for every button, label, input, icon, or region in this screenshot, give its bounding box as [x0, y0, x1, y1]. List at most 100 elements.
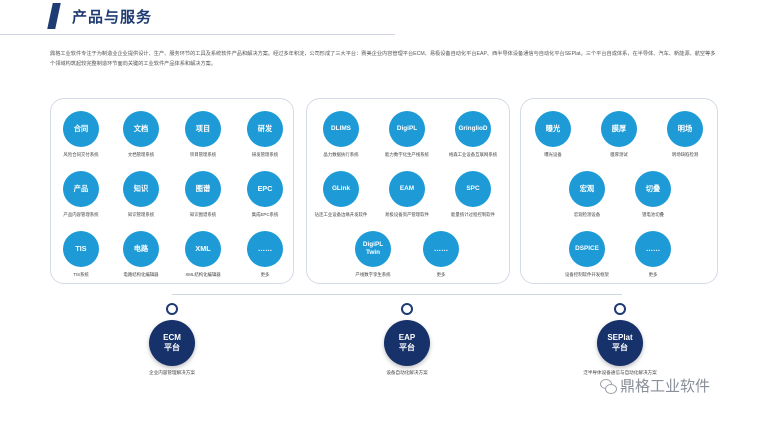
- product-caption: 易极设备资产管理软件: [385, 212, 429, 217]
- product-item[interactable]: 宏观 宏观检测设备: [557, 171, 617, 218]
- seplat-platform-badge[interactable]: SEPlat 平台: [597, 320, 643, 366]
- product-circle[interactable]: 图谱: [185, 171, 221, 207]
- product-item[interactable]: …… 更多: [235, 231, 295, 278]
- product-circle[interactable]: ……: [423, 231, 459, 267]
- product-caption: 更多: [260, 272, 270, 277]
- product-circle[interactable]: EAM: [389, 171, 425, 207]
- product-caption: 文档管理系统: [127, 152, 155, 157]
- product-caption: 钻连工业设备边缘开发软件: [314, 212, 368, 217]
- product-circle[interactable]: 合同: [63, 111, 99, 147]
- product-caption: 能力数字化生产线系统: [385, 152, 429, 157]
- product-circle[interactable]: 曝光: [535, 111, 571, 147]
- product-item[interactable]: 合同风险合同交付系统: [51, 111, 111, 158]
- product-circle[interactable]: 膜厚: [601, 111, 637, 147]
- product-caption: 项目管理系统: [189, 152, 217, 157]
- ecm-platform-desc: 企业内容管理解决方案: [149, 370, 195, 375]
- product-circle[interactable]: 研发: [247, 111, 283, 147]
- product-circle[interactable]: ……: [247, 231, 283, 267]
- ecm-products-panel: 合同风险合同交付系统 文档文档管理系统 项目项目管理系统 研发研发管理系统 产品…: [50, 98, 294, 284]
- seplat-products-panel: 曝光 曝光设备 膜厚 膜厚测试 明场 明场缺陷检测 宏观 宏观检测设备 切叠 锂电池切叠 …: [520, 98, 718, 284]
- product-caption: 知识管理系统: [127, 212, 155, 217]
- product-caption: 格森工业设备互联网系统: [448, 152, 498, 157]
- product-item[interactable]: XML XML结构化编辑器: [173, 231, 233, 278]
- ecm-ring-icon: [166, 303, 178, 315]
- product-item[interactable]: DigiPL Twin 产线数字孪生系统: [343, 231, 403, 278]
- eap-ring-icon: [401, 303, 413, 315]
- seplat-platform-desc: 泛半导体设备通信与自动化解决方案: [583, 370, 657, 375]
- product-circle[interactable]: GringlioD: [455, 111, 491, 147]
- watermark: 鼎格工业软件: [600, 375, 710, 396]
- product-caption: 能量统计过程控制软件: [451, 212, 495, 217]
- product-item[interactable]: …… 更多: [623, 231, 683, 278]
- watermark-text: 鼎格工业软件: [620, 378, 711, 395]
- product-item[interactable]: TIS TIS系统: [51, 231, 111, 278]
- product-circle[interactable]: 宏观: [569, 171, 605, 207]
- product-item[interactable]: 明场 明场缺陷检测: [655, 111, 715, 158]
- product-circle[interactable]: DSPICE: [569, 231, 605, 267]
- product-item[interactable]: 膜厚 膜厚测试: [589, 111, 649, 158]
- product-caption: 锂电池切叠: [642, 212, 664, 217]
- product-circle[interactable]: 文档: [123, 111, 159, 147]
- product-circle[interactable]: 明场: [667, 111, 703, 147]
- product-item[interactable]: 知识 知识管理系统: [111, 171, 171, 218]
- product-caption: TIS系统: [73, 272, 89, 277]
- product-item[interactable]: GLink 钻连工业设备边缘开发软件: [311, 171, 371, 218]
- product-item[interactable]: 文档 文档管理系统: [111, 111, 171, 158]
- product-item[interactable]: EAM 易极设备资产管理软件: [377, 171, 437, 218]
- product-item[interactable]: EPC 集成EPC系统: [235, 171, 295, 218]
- ecm-platform-badge[interactable]: ECM 平台: [149, 320, 195, 366]
- product-item[interactable]: 研发 研发管理系统: [235, 111, 295, 158]
- product-circle[interactable]: TIS: [63, 231, 99, 267]
- product-caption: 宏观检测设备: [573, 212, 601, 217]
- header-divider: [0, 34, 395, 35]
- page-title: 产品与服务: [72, 9, 153, 26]
- product-circle[interactable]: SPC: [455, 171, 491, 207]
- product-item[interactable]: 曝光 曝光设备: [523, 111, 583, 158]
- product-item[interactable]: SPC 能量统计过程控制软件: [443, 171, 503, 218]
- product-circle[interactable]: ……: [635, 231, 671, 267]
- product-item[interactable]: 切叠 锂电池切叠: [623, 171, 683, 218]
- eap-platform-badge[interactable]: EAP 平台: [384, 320, 430, 366]
- product-caption: 更多: [648, 272, 658, 277]
- product-item[interactable]: DigiPL 能力数字化生产线系统: [377, 111, 437, 158]
- eap-platform-desc: 设备自动化解决方案: [386, 370, 428, 375]
- product-item[interactable]: GringlioD 格森工业设备互联网系统: [443, 111, 503, 158]
- product-circle[interactable]: GLink: [323, 171, 359, 207]
- product-circle[interactable]: XML: [185, 231, 221, 267]
- product-caption: 曝光设备: [544, 152, 562, 157]
- product-circle[interactable]: 知识: [123, 171, 159, 207]
- seplat-ring-icon: [614, 303, 626, 315]
- product-caption: 研发管理系统: [251, 152, 279, 157]
- product-item[interactable]: 图谱 知识图谱系统: [173, 171, 233, 218]
- product-caption: 集成EPC系统: [251, 212, 279, 217]
- product-item[interactable]: …… 更多: [411, 231, 471, 278]
- eap-products-panel: DLIMS 晶力数据执行系统 DigiPL 能力数字化生产线系统 GringlioD…: [306, 98, 510, 284]
- product-circle[interactable]: DigiPL Twin: [355, 231, 391, 267]
- product-circle[interactable]: DigiPL: [389, 111, 425, 147]
- product-circle[interactable]: 切叠: [635, 171, 671, 207]
- product-circle[interactable]: 电路: [123, 231, 159, 267]
- product-caption: 产线数字孪生系统: [355, 272, 391, 277]
- product-caption: 产品内容管理系统: [63, 212, 99, 217]
- product-item[interactable]: DLIMS 晶力数据执行系统: [311, 111, 371, 158]
- platform-connector-line: [172, 294, 622, 295]
- product-caption: 晶力数据执行系统: [323, 152, 359, 157]
- product-circle[interactable]: EPC: [247, 171, 283, 207]
- product-circle[interactable]: DLIMS: [323, 111, 359, 147]
- product-caption: 膜厚测试: [610, 152, 628, 157]
- product-item[interactable]: 项目 项目管理系统: [173, 111, 233, 158]
- product-caption: 电路结构化编辑器: [123, 272, 159, 277]
- product-circle[interactable]: 项目: [185, 111, 221, 147]
- product-item[interactable]: 产品产品内容管理系统: [51, 171, 111, 218]
- product-caption: 设备控制软件开发框架: [565, 272, 609, 277]
- product-caption: 风险合同交付系统: [63, 152, 99, 157]
- product-caption: 知识图谱系统: [189, 212, 217, 217]
- product-caption: 更多: [436, 272, 446, 277]
- wechat-icon: [600, 378, 617, 394]
- product-caption: 明场缺陷检测: [671, 152, 699, 157]
- product-item[interactable]: 电路电路结构化编辑器: [111, 231, 171, 278]
- intro-paragraph: 鼎格工业软件专注于为制造业企业提供设计、生产、服务环节的工具及系统软件产品和解决…: [50, 51, 716, 67]
- product-item[interactable]: DSPICE 设备控制软件开发框架: [557, 231, 617, 278]
- product-circle[interactable]: 产品: [63, 171, 99, 207]
- header-accent-bar: [47, 3, 61, 29]
